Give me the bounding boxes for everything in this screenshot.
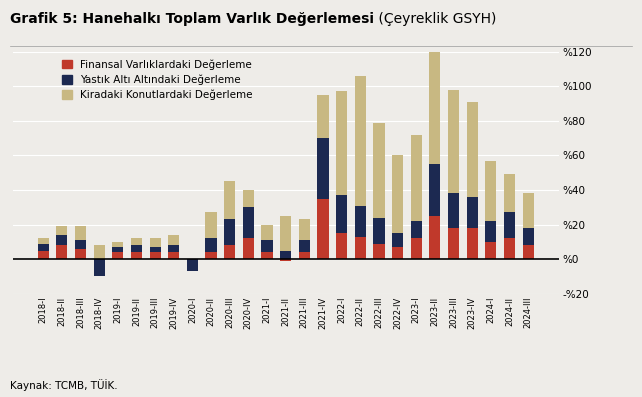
Bar [299, 240, 310, 252]
Bar [150, 252, 160, 259]
Bar [150, 247, 160, 252]
Bar [523, 193, 534, 228]
Bar [75, 249, 86, 259]
Bar [38, 239, 49, 244]
Bar [392, 155, 403, 233]
Bar [485, 242, 496, 259]
Bar [299, 252, 310, 259]
Bar [354, 76, 366, 206]
Bar [448, 228, 459, 259]
Bar [56, 226, 67, 235]
Bar [131, 252, 142, 259]
Bar [243, 239, 254, 259]
Bar [261, 252, 273, 259]
Text: Grafik 5: Hanehalkı Toplam Varlık Değerlemesi: Grafik 5: Hanehalkı Toplam Varlık Değerl… [10, 12, 374, 26]
Bar [467, 197, 478, 228]
Bar [224, 181, 236, 220]
Bar [523, 245, 534, 259]
Bar [504, 239, 515, 259]
Bar [38, 251, 49, 259]
Bar [336, 195, 347, 233]
Bar [94, 245, 105, 259]
Bar [280, 251, 291, 259]
Bar [467, 228, 478, 259]
Bar [75, 240, 86, 249]
Legend: Finansal Varlıklardaki Değerleme, Yastık Altı Altındaki Değerleme, Kiradaki Konu: Finansal Varlıklardaki Değerleme, Yastık… [62, 59, 253, 100]
Bar [392, 247, 403, 259]
Bar [131, 245, 142, 252]
Bar [429, 26, 440, 164]
Bar [354, 206, 366, 237]
Bar [131, 239, 142, 245]
Bar [94, 259, 105, 264]
Bar [374, 244, 385, 259]
Bar [429, 216, 440, 259]
Bar [187, 259, 198, 271]
Bar [411, 221, 422, 239]
Bar [485, 161, 496, 221]
Bar [448, 90, 459, 193]
Bar [150, 239, 160, 247]
Bar [374, 218, 385, 244]
Bar [317, 198, 329, 259]
Text: Kaynak: TCMB, TÜİK.: Kaynak: TCMB, TÜİK. [10, 379, 117, 391]
Bar [261, 225, 273, 240]
Bar [112, 247, 123, 252]
Bar [243, 207, 254, 239]
Bar [187, 259, 198, 263]
Bar [504, 212, 515, 239]
Bar [523, 228, 534, 245]
Bar [280, 259, 291, 261]
Bar [504, 174, 515, 212]
Bar [205, 252, 217, 259]
Bar [485, 221, 496, 242]
Bar [224, 245, 236, 259]
Bar [336, 91, 347, 195]
Bar [429, 164, 440, 216]
Bar [411, 239, 422, 259]
Bar [75, 226, 86, 240]
Bar [112, 242, 123, 247]
Bar [56, 235, 67, 245]
Bar [168, 235, 179, 245]
Bar [392, 233, 403, 247]
Bar [38, 244, 49, 251]
Bar [205, 239, 217, 252]
Bar [224, 220, 236, 245]
Bar [261, 240, 273, 252]
Bar [56, 245, 67, 259]
Bar [280, 216, 291, 251]
Bar [94, 259, 105, 276]
Bar [467, 102, 478, 197]
Bar [411, 135, 422, 221]
Bar [448, 193, 459, 228]
Bar [112, 252, 123, 259]
Bar [317, 138, 329, 198]
Bar [168, 252, 179, 259]
Bar [299, 220, 310, 240]
Bar [354, 237, 366, 259]
Bar [243, 190, 254, 207]
Text: (Çeyreklik GSYH): (Çeyreklik GSYH) [374, 12, 496, 26]
Bar [374, 123, 385, 218]
Bar [336, 233, 347, 259]
Bar [168, 245, 179, 252]
Bar [205, 212, 217, 239]
Bar [317, 95, 329, 138]
